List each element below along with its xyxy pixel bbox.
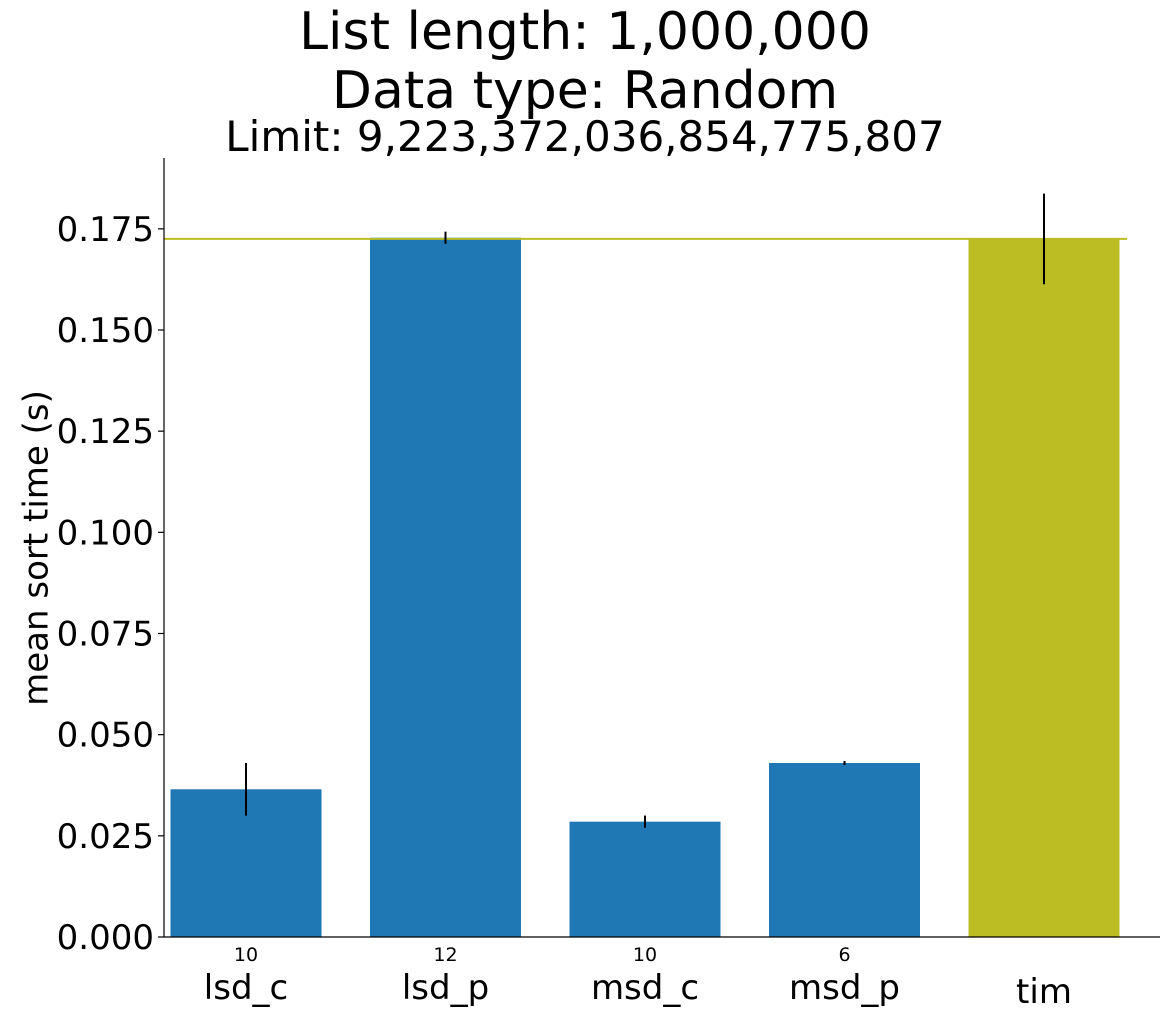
x-tick-label-lsd_c: lsd_c: [204, 968, 288, 1008]
y-tick-label: 0.050: [57, 716, 154, 756]
y-tick-label: 0.150: [57, 311, 154, 351]
y-tick-label: 0.100: [57, 513, 154, 553]
x-sub-label-lsd_p: 12: [433, 944, 457, 966]
y-ticks-layer: 0.000 0.025 0.050 0.075 0.100 0.125 0.150 0.175: [57, 210, 164, 958]
bar-tim: [968, 238, 1120, 937]
x-sub-label-msd_c: 10: [633, 944, 657, 966]
x-tick-label-lsd_p: lsd_p: [402, 968, 489, 1008]
y-axis-label: mean sort time (s): [17, 390, 57, 706]
x-sub-label-msd_p: 6: [838, 944, 850, 966]
y-tick-label: 0.025: [57, 817, 154, 857]
bar-msd_c: [569, 821, 721, 937]
x-tick-label-msd_p: msd_p: [789, 968, 900, 1008]
chart-title-line-3: Limit: 9,223,372,036,854,775,807: [225, 112, 945, 161]
y-tick-label: 0.175: [57, 210, 154, 250]
y-tick-label: 0.075: [57, 614, 154, 654]
bar-lsd_p: [370, 237, 521, 937]
chart-title-line-2: Data type: Random: [331, 61, 839, 121]
y-tick-label: 0.000: [57, 918, 154, 958]
bars-layer: [170, 237, 1120, 937]
x-sub-label-lsd_c: 10: [234, 944, 258, 966]
y-tick-label: 0.125: [57, 412, 154, 452]
error-bars-layer: [245, 193, 1045, 828]
axes-layer: [163, 158, 1160, 938]
chart-title-line-1: List length: 1,000,000: [299, 2, 871, 62]
x-tick-label-tim: tim: [1016, 972, 1072, 1012]
x-tick-label-msd_c: msd_c: [591, 968, 699, 1008]
bar-msd_p: [769, 762, 920, 937]
